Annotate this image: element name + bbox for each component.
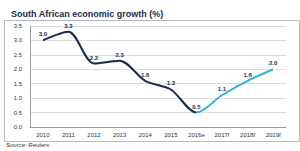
svg-text:0.5: 0.5 bbox=[192, 104, 201, 110]
svg-text:2014: 2014 bbox=[139, 132, 153, 138]
svg-text:1.5: 1.5 bbox=[14, 81, 23, 87]
svg-text:2019f: 2019f bbox=[266, 132, 281, 138]
svg-text:1.6: 1.6 bbox=[243, 72, 252, 78]
svg-text:2.0: 2.0 bbox=[14, 66, 23, 72]
svg-text:0.0: 0.0 bbox=[14, 124, 23, 130]
svg-text:2017f: 2017f bbox=[214, 132, 229, 138]
svg-text:2.0: 2.0 bbox=[269, 60, 278, 66]
svg-text:2013: 2013 bbox=[113, 132, 127, 138]
svg-text:2012: 2012 bbox=[87, 132, 101, 138]
svg-text:2010: 2010 bbox=[36, 132, 50, 138]
svg-text:2016e: 2016e bbox=[188, 132, 205, 138]
svg-text:1.1: 1.1 bbox=[218, 86, 227, 92]
svg-text:2011: 2011 bbox=[62, 132, 76, 138]
svg-text:2015: 2015 bbox=[164, 132, 178, 138]
svg-text:2.2: 2.2 bbox=[90, 55, 99, 61]
svg-text:1.3: 1.3 bbox=[167, 80, 176, 86]
svg-text:0.5: 0.5 bbox=[14, 110, 23, 116]
svg-text:Source: Reuters: Source: Reuters bbox=[6, 142, 49, 148]
svg-text:3.5: 3.5 bbox=[14, 23, 23, 29]
svg-text:2.3: 2.3 bbox=[115, 52, 124, 58]
svg-text:1.0: 1.0 bbox=[14, 95, 23, 101]
svg-text:1.6: 1.6 bbox=[141, 72, 150, 78]
svg-text:2018f: 2018f bbox=[240, 132, 255, 138]
svg-text:3.3: 3.3 bbox=[64, 23, 73, 29]
svg-text:South African economic growth: South African economic growth (%) bbox=[11, 9, 163, 19]
svg-text:3.0: 3.0 bbox=[14, 37, 23, 43]
svg-text:3.0: 3.0 bbox=[39, 31, 48, 37]
svg-text:2.5: 2.5 bbox=[14, 52, 23, 58]
